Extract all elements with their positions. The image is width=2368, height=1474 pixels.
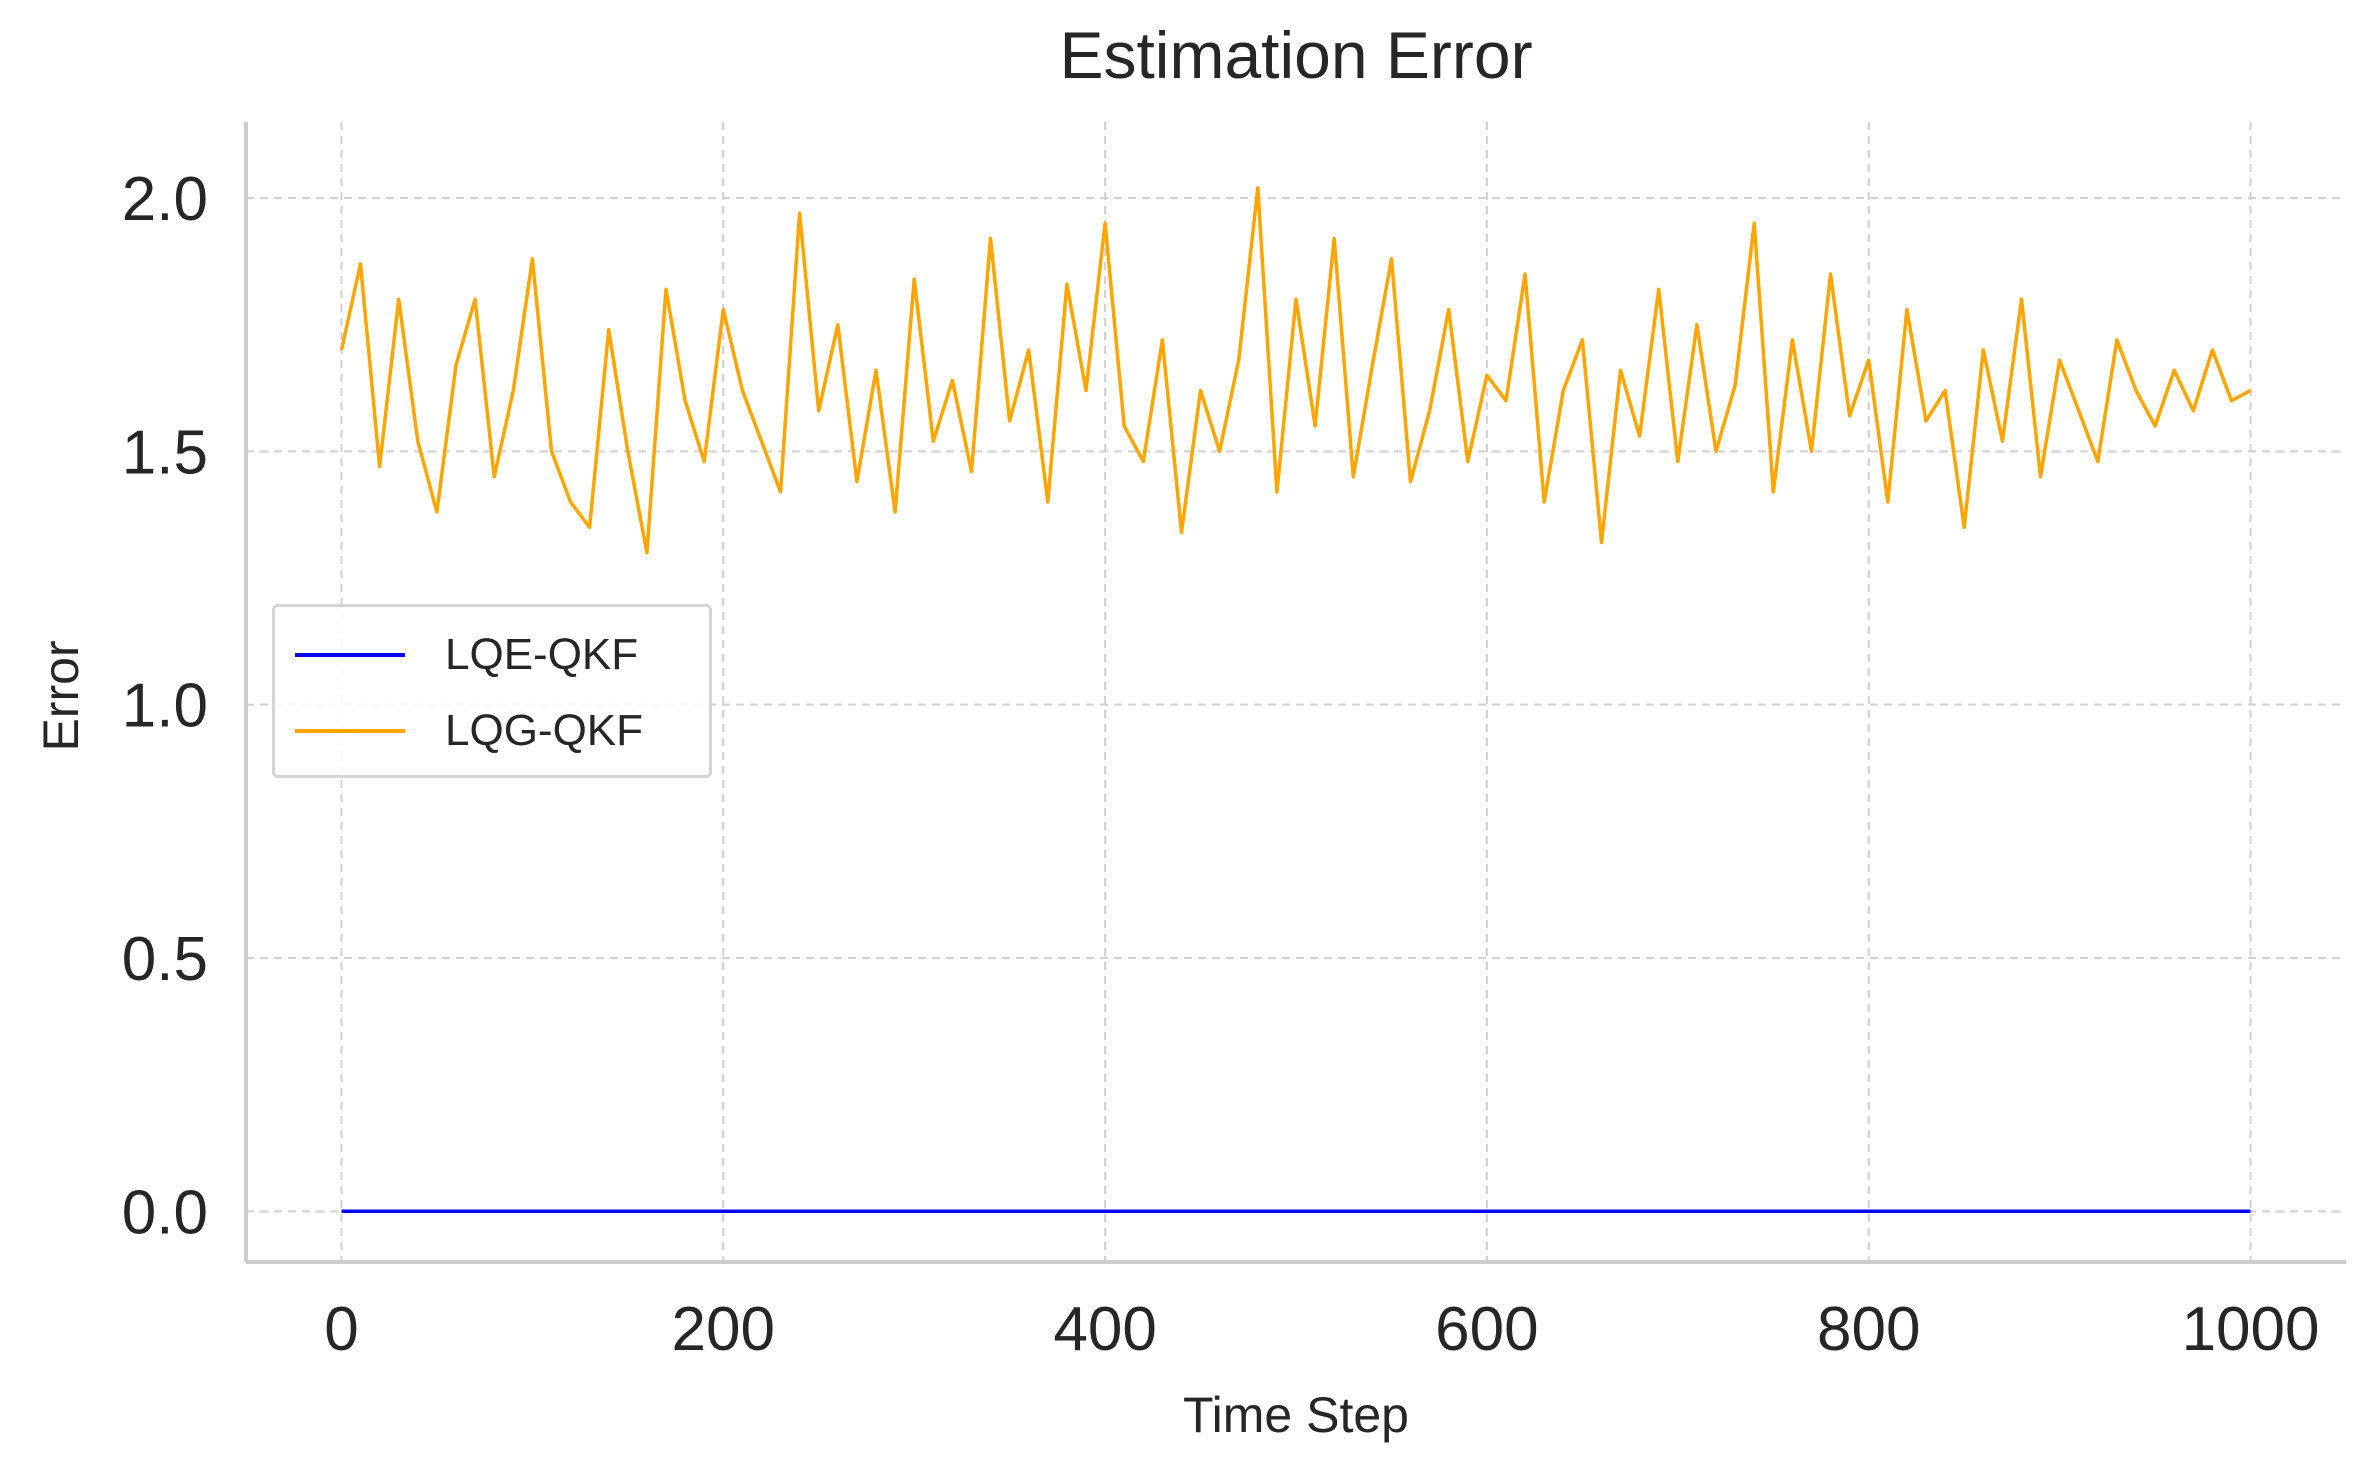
x-tick-label: 200 <box>672 1295 775 1364</box>
y-tick-label: 2.0 <box>122 165 208 234</box>
series-layer <box>339 186 2252 1214</box>
y-tick-label: 1.0 <box>122 672 208 741</box>
y-tick-label: 0.0 <box>122 1178 208 1247</box>
legend-swatch-lqg-qkf <box>295 729 405 733</box>
series-line-lqg-qkf <box>339 186 2252 555</box>
y-tick-label: 1.5 <box>122 418 208 487</box>
legend-item-lqg-qkf: LQG-QKF <box>295 701 643 761</box>
x-axis-label: Time Step <box>1183 1387 1409 1443</box>
legend-swatch-lqe-qkf <box>295 653 405 657</box>
y-axis-label: Error <box>33 640 89 751</box>
x-tick-label: 800 <box>1817 1295 1920 1364</box>
chart-title: Estimation Error <box>1059 18 1532 92</box>
legend-item-lqe-qkf: LQE-QKF <box>295 625 638 685</box>
x-tick-label: 600 <box>1435 1295 1538 1364</box>
x-tick-label: 1000 <box>2182 1295 2320 1364</box>
ticks-layer: 0 200 400 600 800 1000 0.0 0.5 1.0 1.5 2.0 <box>122 165 2320 1364</box>
legend-label-lqg-qkf: LQG-QKF <box>445 706 644 755</box>
legend: LQE-QKF LQG-QKF <box>272 604 712 778</box>
y-tick-label: 0.5 <box>122 925 208 994</box>
x-tick-label: 0 <box>324 1295 358 1364</box>
legend-label-lqe-qkf: LQE-QKF <box>445 630 639 679</box>
x-tick-label: 400 <box>1053 1295 1156 1364</box>
axes-layer <box>244 122 2346 1264</box>
